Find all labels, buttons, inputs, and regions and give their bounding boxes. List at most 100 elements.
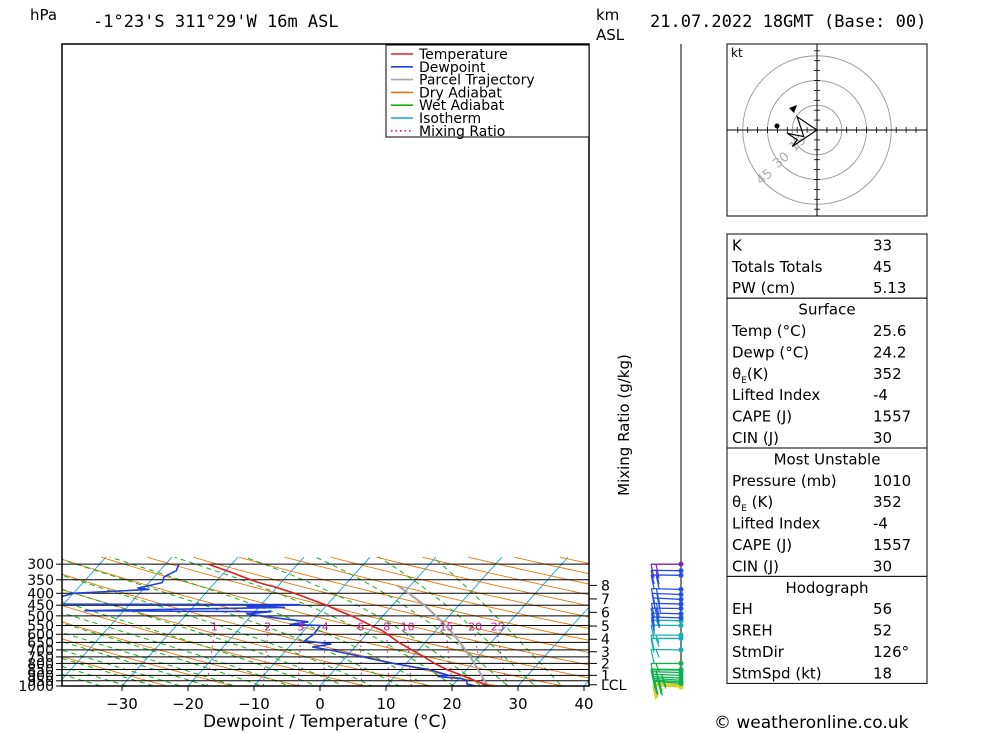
mixing-ratio-label: 8: [383, 620, 390, 633]
pressure-axis: 3003504004505005506006507007508008509009…: [18, 557, 62, 695]
index-label: Lifted Index: [732, 386, 820, 404]
wind-barb-dot: [678, 586, 684, 592]
index-label: CAPE (J): [732, 408, 792, 426]
parcel-trajectory-line: [396, 584, 490, 686]
wet-adiabat: [62, 673, 103, 686]
wind-barb-dot: [678, 596, 684, 602]
height-tick-label: 4: [601, 632, 610, 648]
wind-barb-dot: [678, 632, 684, 638]
pressure-tick-label: 300: [27, 557, 54, 573]
mixing-ratio-labels: 1 2 3 4 6 8 10 15 20 25: [211, 620, 505, 633]
height-tick-label: LCL: [601, 678, 627, 694]
legend-label: Isotherm: [419, 111, 481, 127]
index-value: -4: [873, 515, 888, 533]
temperature-tick-label: 20: [442, 695, 461, 713]
indices-section-title: Surface: [798, 301, 855, 319]
wind-barb-staff: [651, 587, 682, 591]
temperature-tick-label: 0: [315, 695, 325, 713]
location-title: -1°23'S 311°29'W 16m ASL: [93, 12, 339, 32]
wind-barb-flag: [650, 564, 655, 579]
wet-adiabat: [315, 556, 509, 686]
wind-barb-flag: [650, 603, 656, 618]
wind-barb-dot: [678, 647, 684, 653]
mixing-ratio-label: 6: [357, 620, 364, 633]
index-value: 352: [873, 493, 902, 511]
height-tick-label: 7: [601, 592, 610, 608]
index-value: 18: [873, 664, 892, 682]
legend-label: Dry Adiabat: [419, 85, 502, 101]
index-value: 1557: [873, 536, 911, 554]
isotherm: [517, 606, 589, 686]
dry-adiabat: [376, 556, 589, 607]
index-value: 30: [873, 557, 892, 575]
hodograph-point: [774, 123, 780, 129]
wind-barb-flag: [650, 663, 655, 678]
temperature-tick-label: 40: [574, 695, 593, 713]
mixing-ratio-label: 20: [468, 620, 482, 633]
pressure-tick-label: 750: [27, 650, 54, 666]
height-tick-label: 2: [601, 656, 610, 672]
wind-barb-flag: [650, 624, 655, 640]
temperature-tick-label: −30: [106, 695, 138, 713]
datetime-title: 21.07.2022 18GMT (Base: 00): [650, 12, 926, 32]
wind-barb: [650, 606, 684, 623]
wind-barb-flag: [650, 669, 655, 684]
mixing-ratio-lines: [206, 634, 508, 686]
indices-section: [726, 233, 928, 299]
temperature-tick-label: −20: [172, 695, 204, 713]
temperature-tick-label: −10: [238, 695, 270, 713]
wet-adiabat: [62, 574, 373, 686]
mixing-ratio-line: [323, 634, 326, 686]
wind-barb-dot: [678, 561, 684, 567]
wind-barb-dot: [678, 615, 684, 621]
wet-adiabat: [62, 612, 291, 686]
dewpoint-line: [62, 563, 477, 686]
wind-barb-staff: [652, 684, 682, 688]
pressure-tick-label: 400: [27, 586, 54, 602]
wind-barb-column: [650, 44, 684, 700]
pressure-tick-label: 700: [27, 643, 54, 659]
index-label: K: [732, 236, 743, 254]
dry-adiabat: [62, 656, 169, 686]
isotherm: [319, 556, 437, 686]
height-tick-label: 5: [601, 619, 610, 635]
index-value: 352: [873, 365, 902, 383]
wind-barb-dot: [678, 660, 684, 666]
mixing-ratio-label: 3: [297, 620, 304, 633]
wind-barb-dot: [678, 572, 684, 578]
wind-barb-dot: [678, 592, 684, 598]
hodograph-trace: [786, 115, 818, 147]
wet-adiabat: [62, 657, 156, 686]
index-label: θE (K): [732, 493, 773, 514]
pressure-tick-label: 950: [27, 674, 54, 690]
wind-barb: [650, 632, 684, 650]
dry-adiabat: [330, 556, 589, 618]
legend-box: [385, 44, 590, 138]
wind-barb-dot: [678, 667, 684, 673]
pressure-tick-label: 850: [27, 663, 54, 679]
indices-section-title: Hodograph: [785, 579, 868, 597]
index-value: 24.2: [873, 343, 906, 361]
index-label: θE(K): [732, 365, 768, 386]
wind-barb-flag: [655, 570, 660, 585]
wind-barb-flag: [661, 674, 666, 683]
wind-barb-flag: [652, 685, 657, 700]
index-value: 30: [873, 429, 892, 447]
wind-barb-flag: [650, 574, 655, 590]
wind-barb-staff: [651, 612, 682, 615]
index-label: EH: [732, 600, 753, 618]
wet-adiabat: [62, 665, 130, 686]
dry-adiabat: [101, 556, 589, 679]
wind-barb-dot: [678, 601, 684, 607]
index-value: 5.13: [873, 279, 906, 297]
index-label: StmSpd (kt): [732, 664, 822, 682]
asl-unit-label: ASL: [596, 26, 625, 44]
height-tick-label: 8: [601, 578, 610, 594]
index-label: Dewp (°C): [732, 343, 809, 361]
pressure-tick-label: 500: [27, 609, 54, 625]
wet-adiabat: [378, 556, 536, 686]
legend-label: Temperature: [418, 47, 508, 63]
wind-barb: [650, 561, 684, 579]
